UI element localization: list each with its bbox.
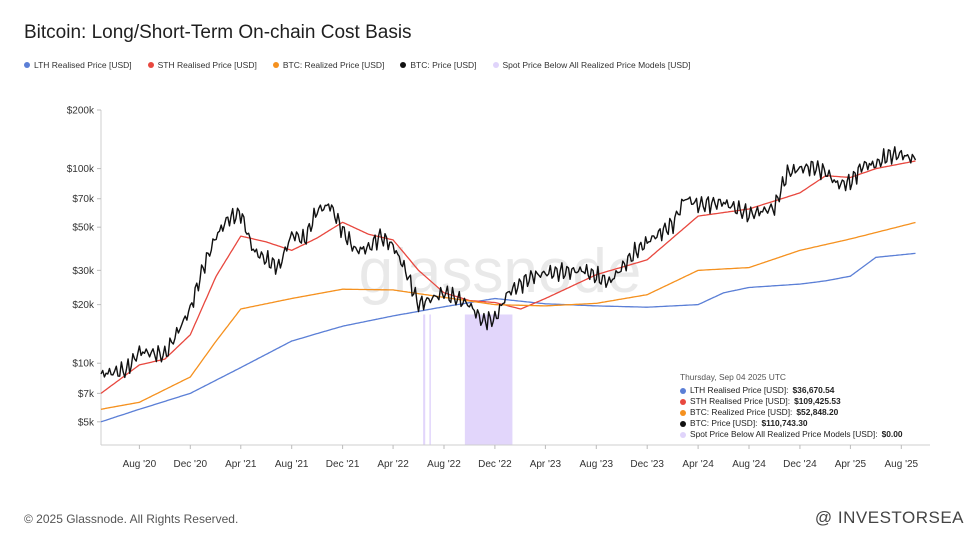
tooltip-value-spot-below: $0.00	[881, 429, 903, 439]
tooltip-row-sth: STH Realised Price [USD]: $109,425.53	[680, 396, 908, 407]
x-tick-label: Apr '24	[682, 459, 714, 470]
legend-label-lth: LTH Realised Price [USD]	[34, 60, 132, 70]
legend-dot-lth	[24, 62, 30, 68]
legend-dot-spot-below	[492, 62, 499, 68]
tooltip-label-spot-below: Spot Price Below All Realized Price Mode…	[690, 429, 878, 439]
x-tick-label: Apr '22	[377, 459, 409, 470]
y-axis-ticks: $5k $7k $10k $20k $30k $50k $70k $100k $200k	[67, 106, 101, 428]
tooltip-row-lth: LTH Realised Price [USD]: $36,670.54	[680, 385, 908, 396]
series-line-0	[100, 252, 916, 423]
tooltip-dot-lth	[680, 387, 686, 394]
y-tick-label: $30k	[72, 266, 95, 277]
spot-below-band	[429, 314, 431, 445]
y-tick-label: $5k	[78, 417, 95, 428]
legend-item-spot-below[interactable]: Spot Price Below All Realized Price Mode…	[492, 60, 691, 70]
y-tick-label: $70k	[72, 194, 95, 205]
x-tick-label: Dec '21	[326, 459, 360, 470]
spot-below-bands	[423, 314, 513, 445]
tooltip-date: Thursday, Sep 04 2025 UTC	[680, 372, 786, 382]
x-tick-label: Dec '20	[173, 459, 207, 470]
legend-item-realized[interactable]: BTC: Realized Price [USD]	[272, 60, 385, 70]
tooltip-value-lth: $36,670.54	[792, 385, 835, 395]
x-tick-label: Aug '22	[427, 459, 461, 470]
legend-item-sth[interactable]: STH Realised Price [USD]	[147, 60, 257, 70]
tooltip-label-price: BTC: Price [USD]:	[690, 418, 758, 428]
copyright-footer: © 2025 Glassnode. All Rights Reserved.	[24, 512, 239, 526]
chart-title: Bitcoin: Long/Short-Term On-chain Cost B…	[24, 22, 412, 43]
legend-item-price[interactable]: BTC: Price [USD]	[400, 60, 477, 70]
x-tick-label: Aug '21	[275, 459, 309, 470]
tooltip-value-realized: $52,848.20	[796, 407, 839, 417]
tooltip-dot-spot-below	[680, 431, 686, 438]
spot-below-band	[464, 314, 513, 445]
y-tick-label: $100k	[67, 164, 95, 175]
legend-dot-price	[400, 62, 407, 68]
legend-dot-sth	[147, 62, 154, 68]
legend-label-realized: BTC: Realized Price [USD]	[282, 60, 385, 70]
x-tick-label: Dec '24	[783, 459, 817, 470]
x-tick-label: Aug '23	[579, 459, 613, 470]
tooltip-dot-realized	[680, 409, 686, 416]
hover-tooltip: Thursday, Sep 04 2025 UTC LTH Realised P…	[676, 370, 912, 444]
tooltip-value-price: $110,743.30	[761, 418, 808, 428]
legend-dot-realized	[272, 62, 279, 68]
y-tick-label: $50k	[72, 223, 95, 234]
y-tick-label: $10k	[72, 359, 95, 370]
tooltip-row-realized: BTC: Realized Price [USD]: $52,848.20	[680, 407, 908, 418]
x-axis-ticks: Aug '20 Dec '20 Apr '21 Aug '21 Dec '21 Apr '…	[123, 445, 919, 470]
series-line-3	[100, 146, 917, 379]
legend-label-sth: STH Realised Price [USD]	[157, 60, 257, 70]
y-tick-label: $200k	[67, 106, 95, 117]
y-tick-label: $20k	[72, 300, 95, 311]
tooltip-dot-sth	[680, 398, 686, 405]
x-tick-label: Dec '23	[630, 459, 664, 470]
spot-below-band	[423, 314, 426, 445]
tooltip-label-sth: STH Realised Price [USD]:	[690, 396, 791, 406]
series-line-1	[100, 160, 916, 394]
tooltip-label-lth: LTH Realised Price [USD]:	[690, 385, 789, 395]
x-tick-label: Aug '25	[885, 459, 919, 470]
series-line-2	[100, 221, 916, 410]
tooltip-row-price: BTC: Price [USD]: $110,743.30	[680, 418, 908, 429]
y-tick-label: $7k	[78, 389, 95, 400]
x-tick-label: Apr '23	[530, 459, 562, 470]
tooltip-row-spot-below: Spot Price Below All Realized Price Mode…	[680, 429, 908, 440]
x-tick-label: Apr '21	[225, 459, 257, 470]
tooltip-dot-price	[680, 420, 686, 427]
chart-legend: LTH Realised Price [USD] STH Realised Pr…	[24, 60, 691, 70]
x-tick-label: Aug '24	[732, 459, 766, 470]
x-tick-label: Dec '22	[478, 459, 512, 470]
x-tick-label: Apr '25	[835, 459, 867, 470]
tooltip-label-realized: BTC: Realized Price [USD]:	[690, 407, 793, 417]
x-tick-label: Aug '20	[123, 459, 157, 470]
tooltip-value-sth: $109,425.53	[794, 396, 841, 406]
series-lines	[100, 146, 917, 423]
legend-label-price: BTC: Price [USD]	[410, 60, 477, 70]
legend-item-lth[interactable]: LTH Realised Price [USD]	[24, 60, 132, 70]
legend-label-spot-below: Spot Price Below All Realized Price Mode…	[502, 60, 691, 70]
source-watermark: @ INVESTORSEA	[814, 508, 964, 527]
